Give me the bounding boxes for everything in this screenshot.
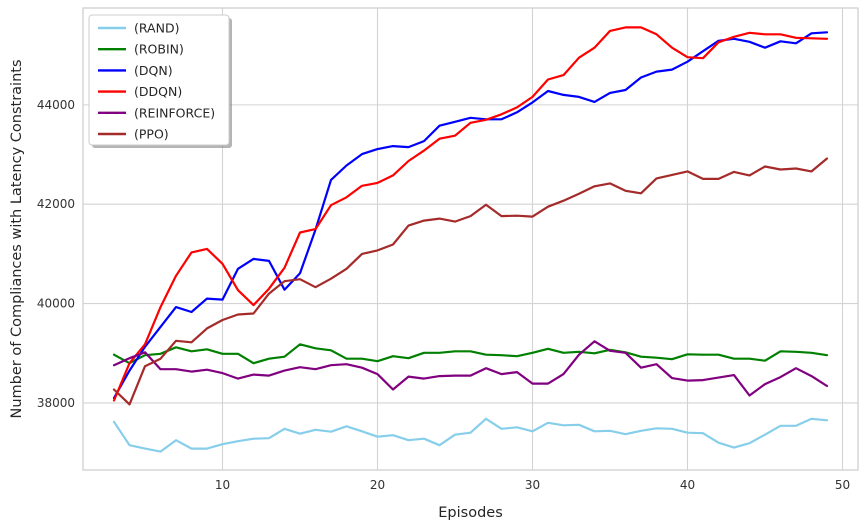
tick-labels: 10 20 30 40 50 38000 40000 42000 44000 bbox=[37, 98, 850, 492]
plot-frame bbox=[82, 7, 859, 471]
legend-label: (RAND) bbox=[134, 21, 179, 36]
series-layer bbox=[112, 26, 829, 453]
legend-label: (DDQN) bbox=[134, 84, 182, 99]
series-line-5 bbox=[112, 340, 829, 397]
series-line-1 bbox=[112, 417, 829, 453]
x-tick-label: 30 bbox=[525, 478, 540, 492]
legend-label: (REINFORCE) bbox=[134, 105, 215, 120]
x-tick-label: 10 bbox=[215, 478, 230, 492]
x-tick-label: 20 bbox=[370, 478, 385, 492]
series-line-2 bbox=[112, 343, 829, 365]
legend: (RAND) (ROBIN) (DQN) (DDQN) (REINFORCE) (PPO) bbox=[88, 14, 232, 148]
x-axis-label: Episodes bbox=[438, 505, 503, 521]
y-tick-label: 42000 bbox=[37, 197, 75, 211]
legend-label: (ROBIN) bbox=[134, 42, 184, 57]
legend-label: (PPO) bbox=[134, 127, 169, 142]
x-tick-label: 50 bbox=[835, 478, 850, 492]
y-tick-label: 38000 bbox=[37, 396, 75, 410]
series-line-3 bbox=[112, 31, 829, 400]
grid-lines bbox=[83, 8, 858, 470]
y-tick-label: 44000 bbox=[37, 98, 75, 112]
x-tick-label: 40 bbox=[680, 478, 695, 492]
y-tick-label: 40000 bbox=[37, 297, 75, 311]
y-axis-label: Number of Compliances with Latency Const… bbox=[9, 60, 25, 419]
legend-label: (DQN) bbox=[134, 63, 173, 78]
series-line-6 bbox=[112, 157, 829, 406]
series-line-4 bbox=[112, 26, 829, 402]
